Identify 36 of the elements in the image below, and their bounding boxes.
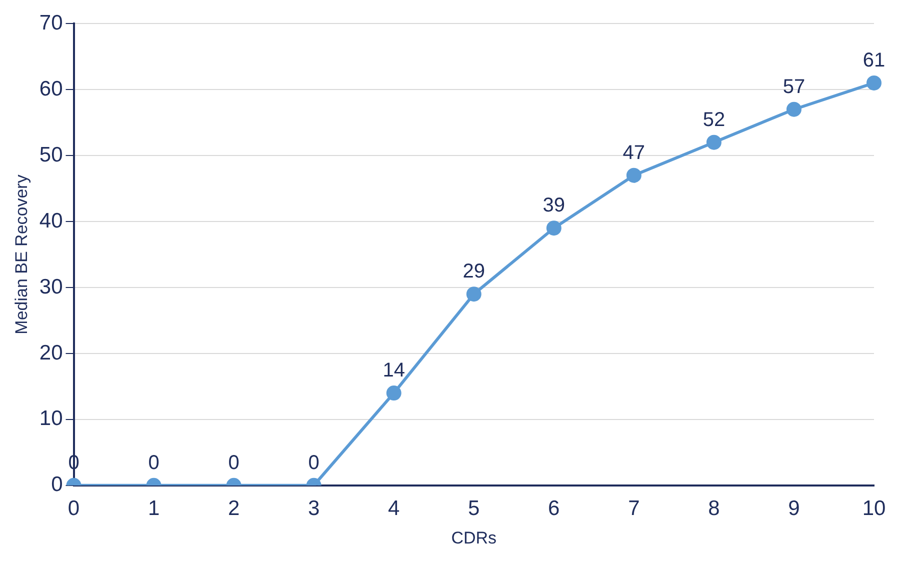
data-label: 14 — [382, 360, 405, 382]
x-tick-label: 9 — [788, 496, 800, 520]
x-axis-title: CDRs — [451, 528, 497, 548]
x-tick-label: 6 — [548, 496, 560, 520]
y-axis-title: Median BE Recovery — [12, 174, 31, 334]
x-tick-label: 0 — [68, 496, 80, 520]
y-tick-label: 10 — [39, 407, 63, 430]
y-tick-label: 60 — [39, 77, 63, 100]
y-tick-label: 20 — [39, 341, 63, 364]
data-label: 57 — [782, 76, 806, 98]
data-label: 39 — [542, 194, 566, 217]
y-tick-label: 30 — [39, 275, 63, 298]
x-tick-label: 1 — [148, 496, 160, 520]
point — [866, 75, 882, 90]
data-label: 47 — [622, 142, 646, 164]
point — [786, 102, 802, 117]
y-tick-label: 40 — [39, 209, 63, 232]
data-label: 0 — [148, 452, 160, 474]
x-tick-label: 7 — [628, 496, 640, 520]
y-tick-label: 50 — [39, 143, 63, 166]
data-label: 29 — [462, 260, 486, 283]
x-tick-label: 8 — [708, 496, 720, 520]
x-tick-label: 10 — [862, 496, 886, 520]
point — [626, 168, 642, 183]
x-tick-label: 3 — [308, 496, 320, 520]
y-tick-label: 0 — [51, 473, 63, 496]
data-label: 61 — [862, 49, 886, 72]
data-label: 0 — [308, 452, 320, 474]
data-label: 52 — [702, 108, 726, 131]
point — [706, 134, 722, 150]
x-tick-label: 5 — [468, 496, 480, 520]
point — [546, 220, 562, 236]
x-tick-label: 2 — [228, 496, 240, 520]
x-tick-label: 4 — [388, 496, 400, 520]
data-label: 0 — [228, 452, 240, 474]
y-tick-label: 70 — [39, 11, 63, 34]
